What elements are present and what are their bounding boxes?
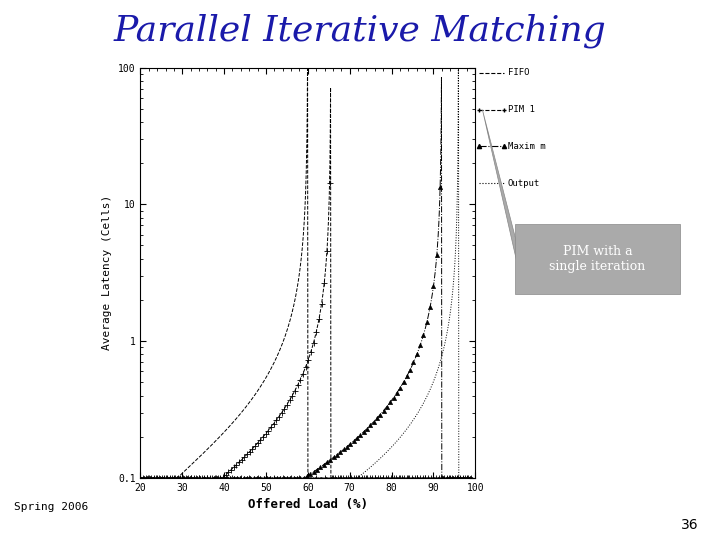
Y-axis label: Average Latency (Cells): Average Latency (Cells)	[102, 195, 112, 350]
Text: Parallel Iterative Matching: Parallel Iterative Matching	[114, 14, 606, 48]
Text: Spring 2006: Spring 2006	[14, 502, 89, 512]
Text: PIM 1: PIM 1	[508, 105, 534, 114]
Text: PIM with a
single iteration: PIM with a single iteration	[549, 245, 646, 273]
Text: FIFO: FIFO	[508, 69, 529, 77]
Text: Maxim m: Maxim m	[508, 142, 545, 151]
Text: Output: Output	[508, 179, 540, 187]
Text: 36: 36	[681, 518, 698, 532]
X-axis label: Offered Load (%): Offered Load (%)	[248, 498, 368, 511]
